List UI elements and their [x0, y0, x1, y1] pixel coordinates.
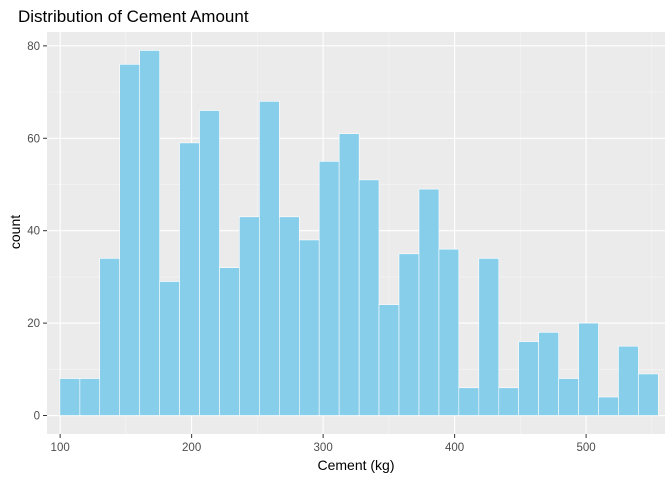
axis-ticks: [43, 45, 587, 438]
histogram-bar: [299, 239, 320, 416]
histogram-bars: [59, 50, 659, 416]
histogram-bar: [558, 378, 579, 416]
histogram-bar: [239, 216, 260, 416]
histogram-bar: [498, 387, 519, 416]
histogram-bar: [418, 188, 440, 416]
histogram-bar: [199, 110, 220, 416]
histogram-bar: [358, 179, 380, 416]
histogram-bar: [119, 64, 140, 416]
histogram-bar: [219, 267, 240, 416]
histogram-bar: [338, 133, 360, 416]
histogram-bar: [478, 258, 500, 416]
y-tick-label: 60: [27, 133, 40, 145]
histogram-bar: [259, 101, 280, 416]
histogram-bar: [159, 281, 180, 416]
histogram-bar: [279, 216, 300, 416]
histogram-bar: [638, 373, 659, 416]
histogram-bar: [438, 248, 460, 416]
histogram-bar: [318, 161, 340, 416]
x-axis-title: Cement (kg): [317, 457, 394, 473]
y-tick-label: 0: [34, 411, 40, 423]
x-tick-label: 300: [314, 442, 333, 454]
y-tick-label: 80: [27, 41, 40, 53]
y-axis-tick-labels: 0 20 40 60 80: [27, 41, 40, 423]
histogram-bar: [538, 332, 559, 416]
histogram-bar: [378, 304, 400, 416]
x-tick-label: 100: [51, 442, 70, 454]
x-tick-label: 500: [577, 442, 596, 454]
histogram-bar: [458, 387, 480, 416]
histogram-bar: [518, 341, 539, 416]
histogram-bar: [179, 142, 200, 416]
histogram-bar: [139, 50, 160, 416]
histogram-bar: [598, 396, 619, 416]
x-tick-label: 200: [182, 442, 201, 454]
x-tick-label: 400: [445, 442, 464, 454]
histogram-bar: [79, 378, 101, 416]
chart-title: Distribution of Cement Amount: [18, 7, 249, 26]
x-axis-tick-labels: 100 200 300 400 500: [51, 442, 596, 454]
histogram-bar: [398, 253, 420, 416]
y-tick-label: 40: [27, 226, 40, 238]
histogram-bar: [618, 345, 639, 416]
histogram-bar: [578, 322, 599, 416]
histogram-bar: [59, 378, 81, 416]
y-axis-title: count: [7, 215, 23, 249]
y-tick-label: 20: [27, 318, 40, 330]
histogram-bar: [99, 258, 121, 416]
